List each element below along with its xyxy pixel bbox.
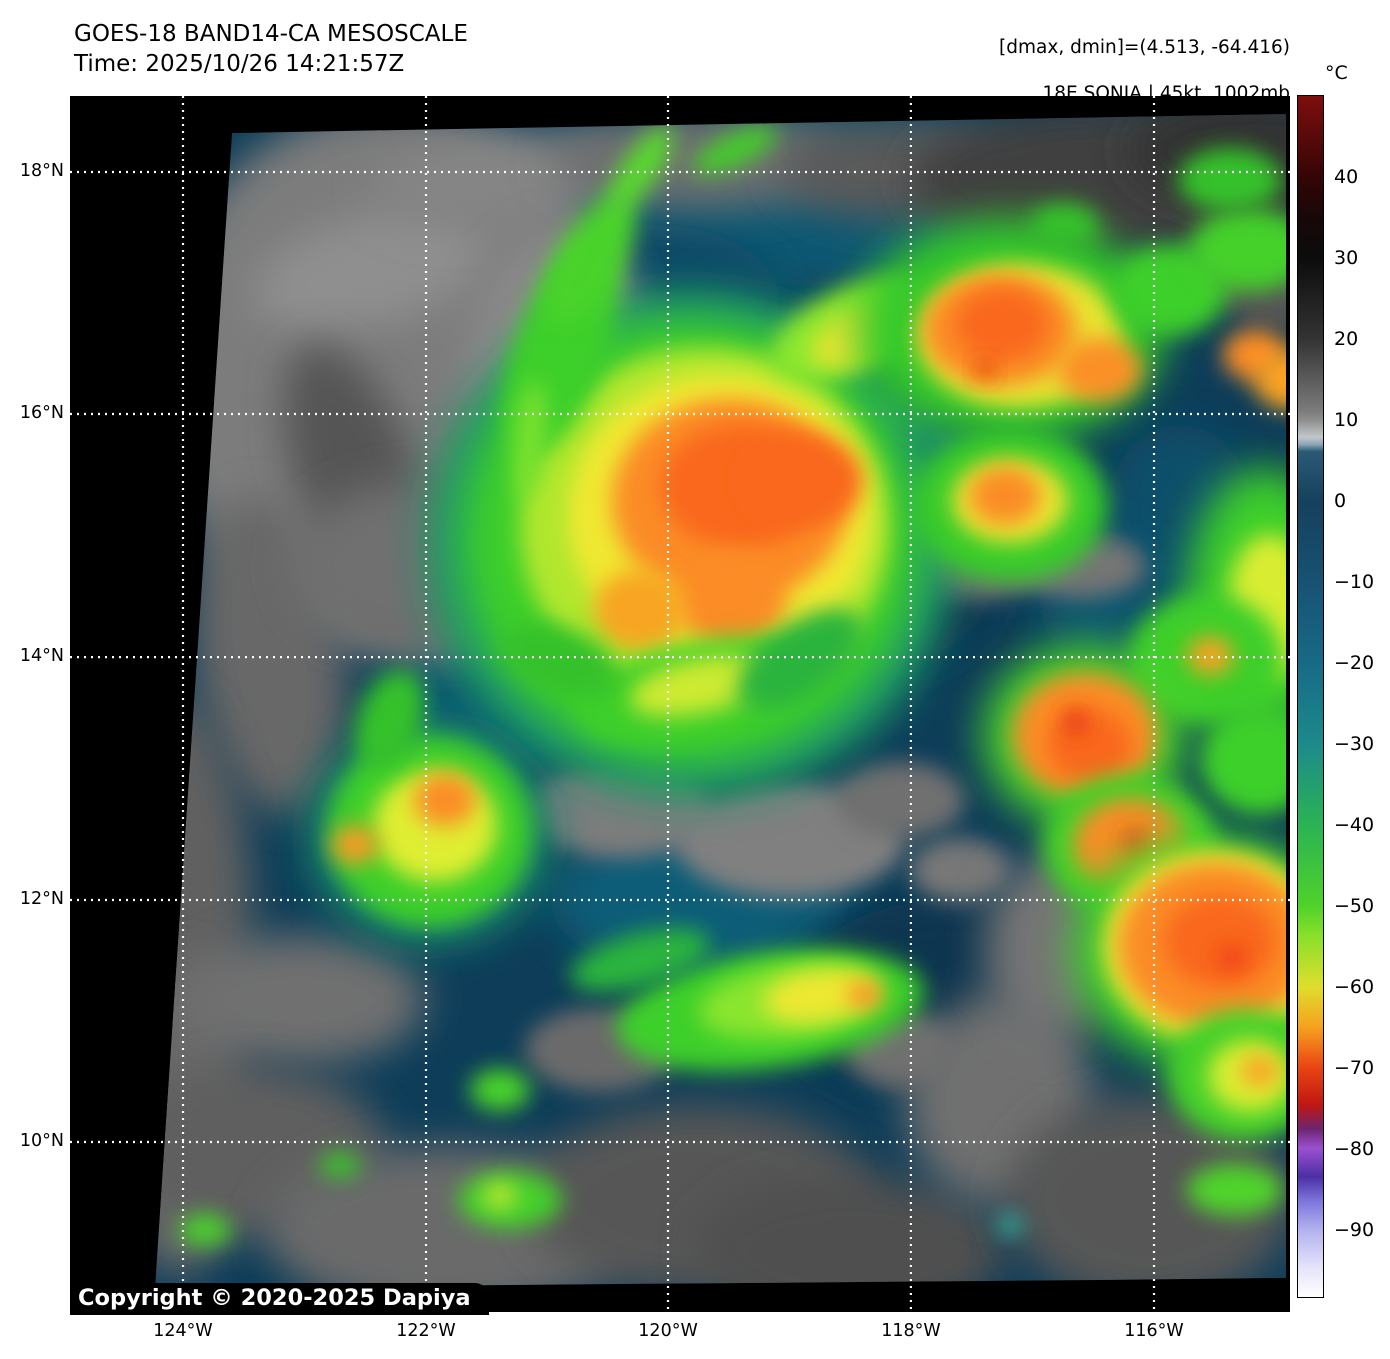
colorbar-tick-label: −40 (1334, 814, 1375, 837)
colorbar-tick-label: −90 (1334, 1219, 1375, 1242)
colorbar-tick-label: 20 (1334, 327, 1359, 350)
colorbar-tick-label: −20 (1334, 652, 1375, 675)
y-axis-tick-label: 16°N (19, 402, 64, 423)
colorbar-tick-label: −80 (1334, 1138, 1375, 1161)
colorbar-tick-label: 0 (1334, 490, 1347, 512)
header-right-block: [dmax, dmin]=(4.513, -64.416) 18E.SONIA … (999, 36, 1290, 105)
colorbar-tick-label: 40 (1334, 166, 1359, 189)
y-axis-tick-label: 12°N (19, 889, 64, 910)
y-axis-tick-label: 14°N (19, 646, 64, 667)
x-axis-tick-label: 116°W (1124, 1321, 1184, 1341)
colorbar-tick-label: −10 (1334, 571, 1375, 594)
x-axis-tick-label: 124°W (153, 1321, 213, 1341)
colorbar-tick-label: −60 (1334, 976, 1375, 999)
colorbar-tick-label: −30 (1334, 733, 1375, 756)
temperature-colorbar (1297, 95, 1324, 1298)
y-axis-tick-label: 18°N (19, 161, 64, 181)
satellite-image (70, 96, 1290, 1312)
x-axis-tick-label: 120°W (638, 1321, 698, 1341)
colorbar-tick-label: 30 (1334, 247, 1359, 269)
x-axis-tick-label: 122°W (396, 1321, 456, 1341)
colorbar-tick-label: −70 (1334, 1057, 1375, 1080)
page-title: GOES-18 BAND14-CA MESOSCALE (74, 21, 468, 47)
dmax-dmin-readout: [dmax, dmin]=(4.513, -64.416) (999, 37, 1290, 58)
scan-data-region (155, 114, 1286, 1288)
satellite-map-canvas (70, 96, 1290, 1312)
graticule (70, 96, 1290, 1312)
y-axis-tick-label: 10°N (19, 1131, 64, 1151)
timestamp-line: Time: 2025/10/26 14:21:57Z (74, 51, 405, 77)
colorbar-tick-label: −50 (1334, 895, 1375, 918)
x-axis-tick-label: 118°W (881, 1321, 941, 1341)
copyright-badge: Copyright © 2020-2025 Dapiya (70, 1283, 489, 1315)
colorbar-tick-label: 10 (1334, 409, 1359, 432)
colorbar-unit-label: °C (1325, 62, 1348, 84)
